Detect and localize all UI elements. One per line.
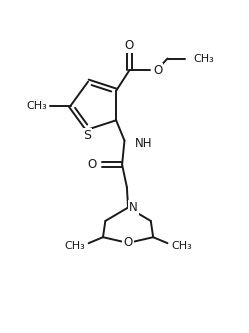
Text: CH₃: CH₃ bbox=[171, 240, 192, 250]
Text: O: O bbox=[125, 39, 134, 52]
Text: CH₃: CH₃ bbox=[64, 240, 85, 250]
Text: S: S bbox=[83, 129, 91, 142]
Text: CH₃: CH₃ bbox=[194, 54, 215, 64]
Text: N: N bbox=[129, 201, 138, 214]
Text: O: O bbox=[124, 236, 133, 249]
Text: O: O bbox=[87, 158, 97, 171]
Text: O: O bbox=[153, 64, 162, 77]
Text: NH: NH bbox=[134, 137, 152, 150]
Text: CH₃: CH₃ bbox=[26, 101, 47, 111]
